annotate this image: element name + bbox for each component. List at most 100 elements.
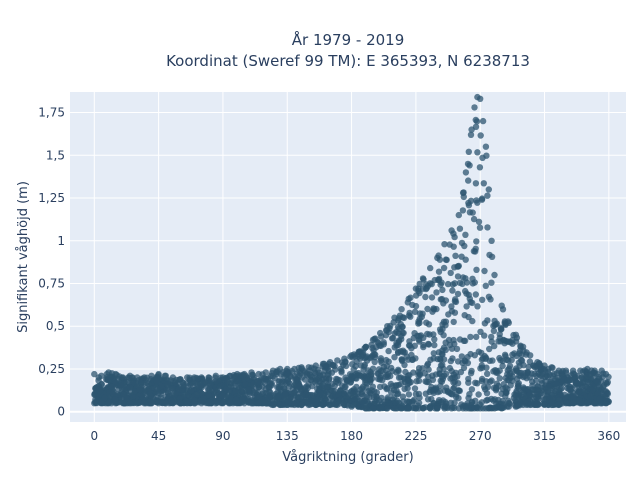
scatter-point <box>363 373 371 380</box>
scatter-point <box>462 231 469 238</box>
scatter-point <box>448 405 455 412</box>
scatter-point <box>459 189 467 197</box>
scatter-point <box>251 389 258 396</box>
scatter-point <box>468 386 476 393</box>
scatter-point <box>458 253 465 260</box>
x-tick-label: 45 <box>151 429 166 443</box>
scatter-point <box>562 367 570 374</box>
scatter-point <box>451 280 458 287</box>
scatter-point <box>312 401 319 409</box>
scatter-point <box>471 279 478 286</box>
scatter-point <box>551 389 558 397</box>
scatter-point <box>155 370 162 378</box>
scatter-point <box>448 303 455 310</box>
scatter-point <box>580 388 588 395</box>
scatter-point <box>463 303 470 310</box>
scatter-point <box>284 365 291 373</box>
scatter-point <box>283 380 290 387</box>
scatter-point <box>304 384 312 392</box>
scatter-point <box>282 391 289 398</box>
y-tick-label: 1,5 <box>46 148 65 162</box>
scatter-point <box>548 364 555 371</box>
scatter-point <box>422 293 429 301</box>
scatter-point <box>533 377 540 384</box>
scatter-point <box>465 375 472 383</box>
scatter-point <box>569 392 577 399</box>
scatter-point <box>480 180 487 187</box>
scatter-point <box>452 393 460 401</box>
scatter-point <box>126 400 134 407</box>
scatter-point <box>361 361 368 369</box>
scatter-point <box>205 400 212 407</box>
scatter-point <box>410 334 417 342</box>
scatter-point <box>191 400 198 407</box>
scatter-point <box>301 376 309 383</box>
scatter-point <box>439 373 446 380</box>
scatter-point <box>496 375 503 382</box>
x-tick-label: 90 <box>215 429 230 443</box>
scatter-point <box>291 401 298 409</box>
scatter-point <box>391 354 398 361</box>
scatter-point <box>472 180 480 187</box>
scatter-point <box>442 339 449 346</box>
scatter-point <box>383 362 390 370</box>
scatter-point <box>484 370 491 377</box>
scatter-point <box>411 308 419 315</box>
chart-title-line1: År 1979 - 2019 <box>292 30 405 49</box>
scatter-point <box>430 399 437 407</box>
scatter-point <box>432 386 440 393</box>
scatter-point <box>324 383 331 390</box>
scatter-point <box>521 372 528 380</box>
scatter-point <box>331 362 338 370</box>
scatter-point <box>472 116 479 124</box>
scatter-point <box>465 291 472 299</box>
scatter-point <box>467 131 475 138</box>
scatter-point <box>512 331 520 338</box>
scatter-point <box>112 370 119 378</box>
scatter-point <box>411 385 419 392</box>
scatter-point <box>348 352 355 359</box>
scatter-point <box>469 209 476 216</box>
scatter-point <box>419 275 427 282</box>
scatter-point <box>543 372 550 379</box>
scatter-point <box>98 381 105 388</box>
scatter-point <box>435 276 442 284</box>
scatter-point <box>454 263 461 270</box>
scatter-point <box>198 374 205 381</box>
scatter-point <box>447 357 454 365</box>
scatter-point <box>473 333 480 341</box>
scatter-point <box>377 329 384 337</box>
scatter-point <box>134 374 141 381</box>
scatter-point <box>375 370 382 377</box>
scatter-point <box>162 372 169 379</box>
scatter-point <box>334 401 341 409</box>
scatter-point <box>437 382 444 390</box>
scatter-point <box>254 378 262 385</box>
scatter-point <box>184 374 191 381</box>
scatter-point <box>365 388 372 395</box>
scatter-point <box>405 312 413 319</box>
scatter-point <box>429 308 436 315</box>
scatter-point <box>412 285 420 292</box>
scatter-point <box>411 396 418 403</box>
scatter-point <box>479 117 487 125</box>
scatter-point <box>108 383 116 390</box>
scatter-point <box>274 384 281 391</box>
scatter-point <box>91 400 98 407</box>
scatter-point <box>319 360 327 368</box>
scatter-point <box>538 372 545 379</box>
scatter-point <box>458 353 465 360</box>
scatter-point <box>233 378 241 385</box>
scatter-point <box>594 390 602 397</box>
scatter-point <box>262 400 269 407</box>
scatter-point <box>567 386 574 394</box>
scatter-point <box>495 396 502 404</box>
scatter-point <box>479 296 486 303</box>
scatter-point <box>409 301 416 309</box>
scatter-point <box>353 395 360 402</box>
scatter-point <box>198 400 205 407</box>
scatter-point <box>486 345 493 353</box>
scatter-point <box>394 349 402 356</box>
scatter-point <box>245 386 252 393</box>
